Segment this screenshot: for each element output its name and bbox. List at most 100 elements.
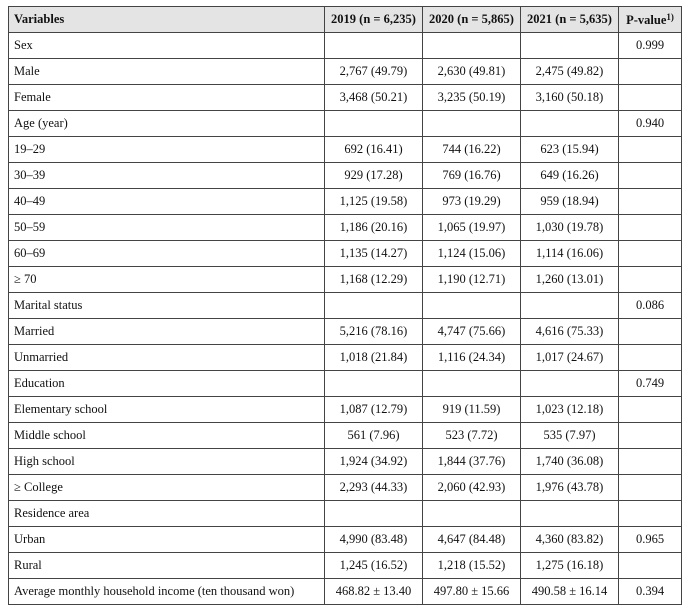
cell: 535 (7.97) <box>520 422 619 449</box>
cell <box>422 32 521 59</box>
cell: 623 (15.94) <box>520 136 619 163</box>
table-row: Average monthly household income (ten th… <box>8 578 682 605</box>
cell <box>618 214 682 241</box>
cell: 2,630 (49.81) <box>422 58 521 85</box>
cell: 959 (18.94) <box>520 188 619 215</box>
cell: 0.086 <box>618 292 682 319</box>
cell: 1,976 (43.78) <box>520 474 619 501</box>
cell <box>422 110 521 137</box>
cell <box>618 136 682 163</box>
row-label: Urban <box>8 526 325 553</box>
row-label: Residence area <box>8 500 325 527</box>
cell <box>422 500 521 527</box>
cell: 4,990 (83.48) <box>324 526 423 553</box>
table-row: 50–59 1,186 (20.16) 1,065 (19.97) 1,030 (19… <box>8 214 682 241</box>
cell: 929 (17.28) <box>324 162 423 189</box>
cell: 0.749 <box>618 370 682 397</box>
table-row: 19–29 692 (16.41) 744 (16.22) 623 (15.94) <box>8 136 682 163</box>
cell: 769 (16.76) <box>422 162 521 189</box>
cell: 1,260 (13.01) <box>520 266 619 293</box>
cell: 4,616 (75.33) <box>520 318 619 345</box>
cell <box>618 240 682 267</box>
cell: 4,360 (83.82) <box>520 526 619 553</box>
cell: 0.394 <box>618 578 682 605</box>
table-row: Male 2,767 (49.79) 2,630 (49.81) 2,475 (49.… <box>8 58 682 85</box>
cell <box>520 292 619 319</box>
cell: 1,218 (15.52) <box>422 552 521 579</box>
row-label: ≥ 70 <box>8 266 325 293</box>
cell: 2,060 (42.93) <box>422 474 521 501</box>
cell: 744 (16.22) <box>422 136 521 163</box>
cell <box>618 58 682 85</box>
cell: 649 (16.26) <box>520 162 619 189</box>
table-row: Urban 4,990 (83.48) 4,647 (84.48) 4,360 (83… <box>8 526 682 553</box>
table-row: Education 0.749 <box>8 370 682 397</box>
row-label: Sex <box>8 32 325 59</box>
cell: 1,186 (20.16) <box>324 214 423 241</box>
row-label: ≥ College <box>8 474 325 501</box>
cell <box>618 266 682 293</box>
cell <box>422 370 521 397</box>
cell <box>618 422 682 449</box>
cell: 2,475 (49.82) <box>520 58 619 85</box>
cell <box>422 292 521 319</box>
cell: 2,293 (44.33) <box>324 474 423 501</box>
cell <box>618 84 682 111</box>
header-row: Variables 2019 (n = 6,235) 2020 (n = 5,865… <box>8 6 682 33</box>
cell <box>618 344 682 371</box>
cell: 468.82 ± 13.40 <box>324 578 423 605</box>
cell <box>618 448 682 475</box>
cell: 1,065 (19.97) <box>422 214 521 241</box>
cell <box>324 32 423 59</box>
table-row: ≥ College 2,293 (44.33) 2,060 (42.93) 1,976… <box>8 474 682 501</box>
cell <box>520 500 619 527</box>
header-cell: 2020 (n = 5,865) <box>422 6 521 33</box>
cell: 919 (11.59) <box>422 396 521 423</box>
row-label: 50–59 <box>8 214 325 241</box>
cell <box>324 110 423 137</box>
cell: 497.80 ± 15.66 <box>422 578 521 605</box>
cell: 2,767 (49.79) <box>324 58 423 85</box>
cell: 1,844 (37.76) <box>422 448 521 475</box>
header-cell: 2021 (n = 5,635) <box>520 6 619 33</box>
cell: 1,245 (16.52) <box>324 552 423 579</box>
row-label: Average monthly household income (ten th… <box>8 578 325 605</box>
cell: 1,135 (14.27) <box>324 240 423 267</box>
table-row: Sex 0.999 <box>8 32 682 59</box>
table-row: Unmarried 1,018 (21.84) 1,116 (24.34) 1,017… <box>8 344 682 371</box>
table-row: Elementary school 1,087 (12.79) 919 (11.59… <box>8 396 682 423</box>
row-label: 19–29 <box>8 136 325 163</box>
row-label: Unmarried <box>8 344 325 371</box>
footnote-marker: 1) <box>666 11 674 22</box>
row-label: Education <box>8 370 325 397</box>
cell <box>618 552 682 579</box>
cell: 0.999 <box>618 32 682 59</box>
cell: 1,116 (24.34) <box>422 344 521 371</box>
cell: 1,023 (12.18) <box>520 396 619 423</box>
cell <box>618 500 682 527</box>
row-label: Rural <box>8 552 325 579</box>
cell: 692 (16.41) <box>324 136 423 163</box>
cell: 1,190 (12.71) <box>422 266 521 293</box>
cell: 1,030 (19.78) <box>520 214 619 241</box>
cell <box>618 318 682 345</box>
table-row: High school 1,924 (34.92) 1,844 (37.76) 1,7… <box>8 448 682 475</box>
table-row: Rural 1,245 (16.52) 1,218 (15.52) 1,275 (16… <box>8 552 682 579</box>
cell <box>618 396 682 423</box>
cell: 0.940 <box>618 110 682 137</box>
cell <box>324 370 423 397</box>
row-label: Marital status <box>8 292 325 319</box>
header-cell: Variables <box>8 6 325 33</box>
table-row: 40–49 1,125 (19.58) 973 (19.29) 959 (18.94) <box>8 188 682 215</box>
header-cell: P-value1) <box>618 6 682 33</box>
cell <box>324 500 423 527</box>
row-label: High school <box>8 448 325 475</box>
cell: 1,114 (16.06) <box>520 240 619 267</box>
cell <box>520 110 619 137</box>
table-row: Female 3,468 (50.21) 3,235 (50.19) 3,160 (5… <box>8 84 682 111</box>
row-label: 30–39 <box>8 162 325 189</box>
cell <box>618 188 682 215</box>
table-row: Age (year) 0.940 <box>8 110 682 137</box>
cell: 523 (7.72) <box>422 422 521 449</box>
